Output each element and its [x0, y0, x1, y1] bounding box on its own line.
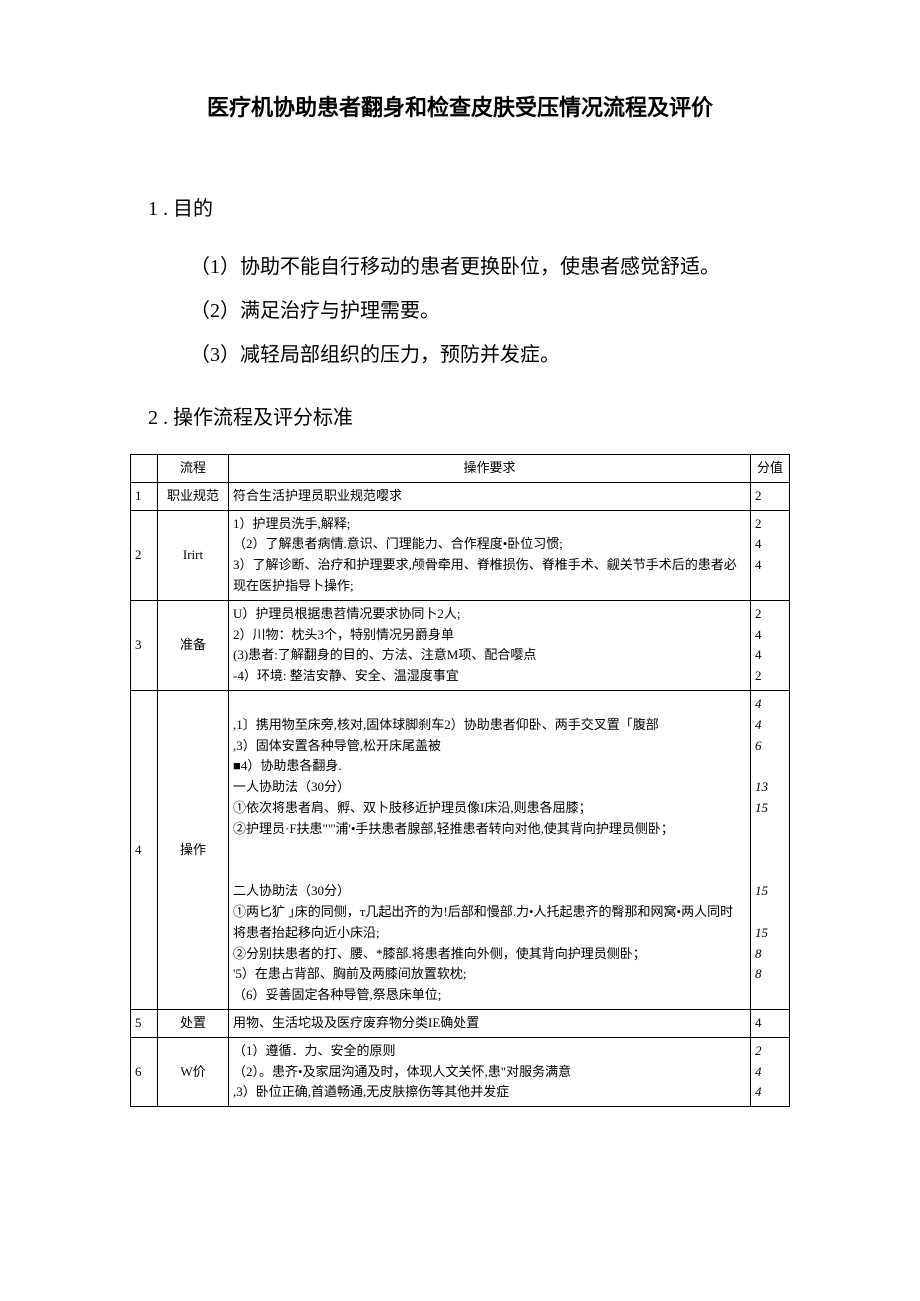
section1-item-3: （3）减轻局部组织的压力，预防并发症。 — [190, 333, 790, 377]
row-num: 5 — [131, 1009, 158, 1037]
row-num: 1 — [131, 482, 158, 510]
section1-item-1: （1）协助不能自行移动的患者更换卧位，使患者感觉舒适。 — [190, 245, 790, 289]
row-num: 4 — [131, 690, 158, 1009]
row-score: 4 — [751, 1009, 790, 1037]
row-score: 2 — [751, 482, 790, 510]
table-header-row: 流程 操作要求 分值 — [131, 455, 790, 483]
row-req: 用物、生活坨圾及医疗废弃物分类IE确处置 — [229, 1009, 751, 1037]
row-req: ,1〕携用物至床旁,核对,固体球脚刹车2）协助患者仰卧、两手交叉置「腹部 ,3）… — [229, 690, 751, 1009]
row-score: 2 4 4 — [751, 1037, 790, 1106]
header-requirement: 操作要求 — [229, 455, 751, 483]
table-body: 1 职业规范 符合生活护理员职业规范嘤求 2 2 Irirt 1）护理员洗手,解… — [131, 482, 790, 1106]
row-score: 4 4 6 13 15 15 15 8 8 — [751, 690, 790, 1009]
section1-heading: 1 . 目的 — [148, 192, 790, 221]
row-proc: 操作 — [158, 690, 229, 1009]
table-row: 2 Irirt 1）护理员洗手,解释; （2）了解患者病情.意识、门理能力、合作… — [131, 510, 790, 600]
document-title: 医疗机协助患者翻身和检查皮肤受压情况流程及评价 — [130, 90, 790, 122]
procedure-table: 流程 操作要求 分值 1 职业规范 符合生活护理员职业规范嘤求 2 2 Irir… — [130, 454, 790, 1107]
row-num: 6 — [131, 1037, 158, 1106]
row-req: 符合生活护理员职业规范嘤求 — [229, 482, 751, 510]
row-req: （1）遵循．力、安全的原则 （2）。患齐•及家屈沟通及时，体现人文关怀,患"对服… — [229, 1037, 751, 1106]
section2-heading: 2 . 操作流程及评分标准 — [148, 401, 790, 430]
header-score: 分值 — [751, 455, 790, 483]
header-process: 流程 — [158, 455, 229, 483]
table-row: 5 处置 用物、生活坨圾及医疗废弃物分类IE确处置 4 — [131, 1009, 790, 1037]
row-num: 3 — [131, 600, 158, 690]
table-row: 4 操作 ,1〕携用物至床旁,核对,固体球脚刹车2）协助患者仰卧、两手交叉置「腹… — [131, 690, 790, 1009]
section1-item-2: （2）满足治疗与护理需要。 — [190, 289, 790, 333]
table-row: 6 W价 （1）遵循．力、安全的原则 （2）。患齐•及家屈沟通及时，体现人文关怀… — [131, 1037, 790, 1106]
table-row: 3 准备 U）护理员根据患苕情况要求协同卜2人; 2）川物：枕头3个，特别情况另… — [131, 600, 790, 690]
row-req: 1）护理员洗手,解释; （2）了解患者病情.意识、门理能力、合作程度•卧位习惯;… — [229, 510, 751, 600]
row-score: 2 4 4 2 — [751, 600, 790, 690]
table-row: 1 职业规范 符合生活护理员职业规范嘤求 2 — [131, 482, 790, 510]
row-num: 2 — [131, 510, 158, 600]
row-proc: 职业规范 — [158, 482, 229, 510]
row-score: 2 4 4 — [751, 510, 790, 600]
row-proc: 准备 — [158, 600, 229, 690]
header-blank — [131, 455, 158, 483]
row-proc: Irirt — [158, 510, 229, 600]
row-proc: 处置 — [158, 1009, 229, 1037]
row-proc: W价 — [158, 1037, 229, 1106]
row-req: U）护理员根据患苕情况要求协同卜2人; 2）川物：枕头3个，特别情况另爵身单 (… — [229, 600, 751, 690]
